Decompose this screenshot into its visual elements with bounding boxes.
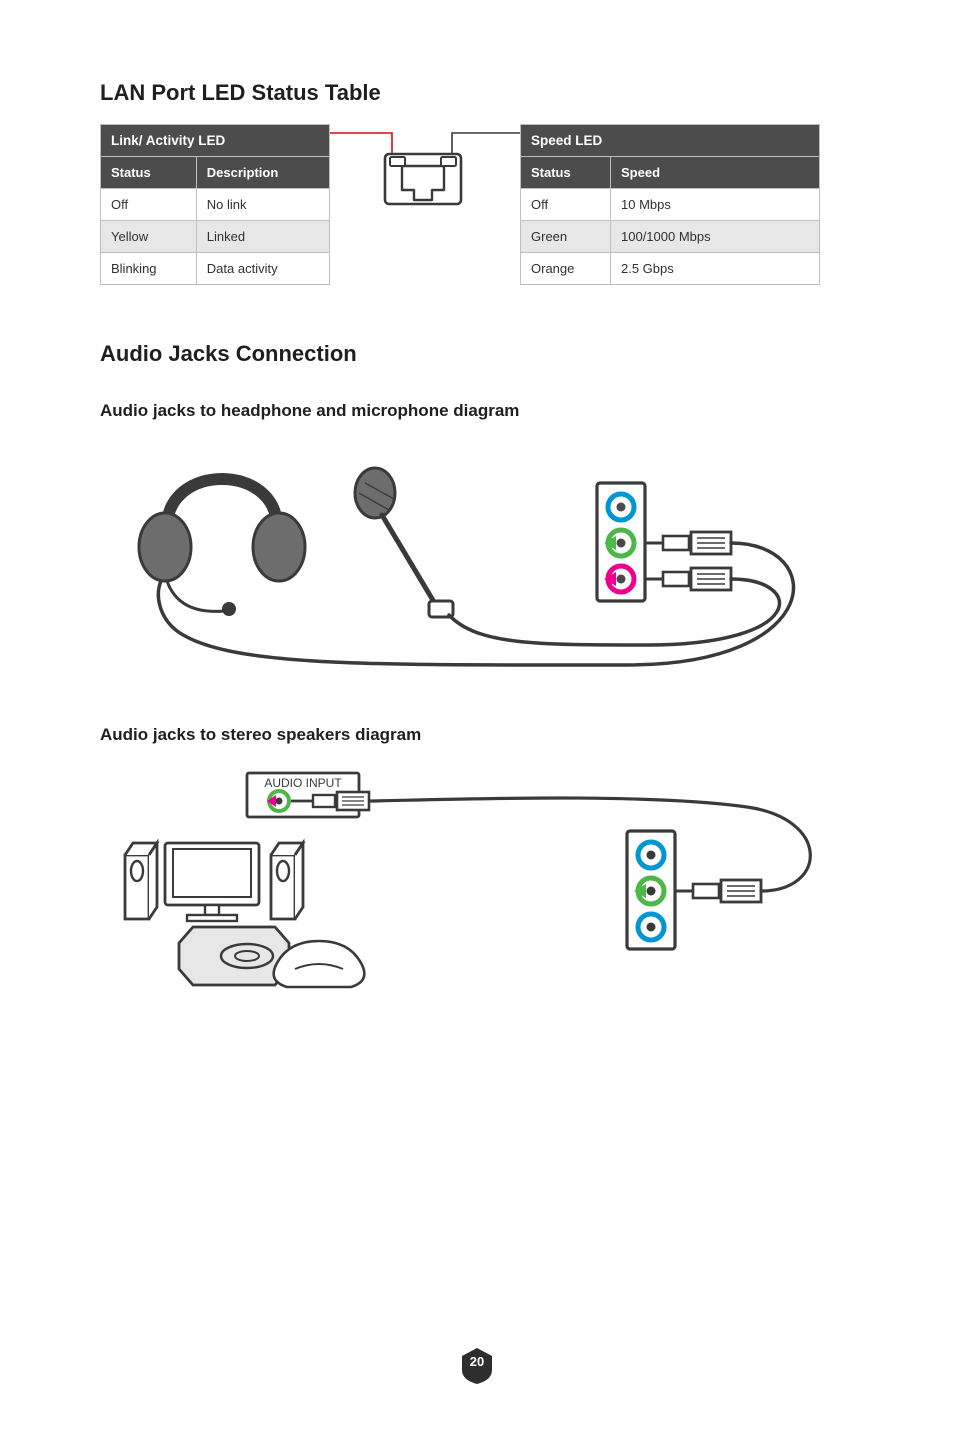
jack-panel-right bbox=[627, 831, 675, 949]
link-col-status: Status bbox=[101, 157, 197, 189]
headset-icon bbox=[139, 479, 305, 616]
rj45-port-diagram bbox=[330, 124, 520, 244]
link-col-desc: Description bbox=[196, 157, 329, 189]
diagram2-title: Audio jacks to stereo speakers diagram bbox=[100, 725, 854, 745]
speed-col-status: Status bbox=[521, 157, 611, 189]
audio-input-label: AUDIO INPUT bbox=[264, 776, 342, 790]
speed-led-table: Speed LED Status Speed Off10 MbpsGreen10… bbox=[520, 124, 820, 285]
mic-plug-icon bbox=[645, 568, 731, 590]
microphone-icon bbox=[355, 468, 453, 617]
speed-table-header: Speed LED bbox=[521, 125, 820, 157]
speaker-out-plug-icon bbox=[675, 880, 761, 902]
table-row: BlinkingData activity bbox=[101, 253, 330, 285]
subwoofer-icon bbox=[179, 927, 289, 985]
rj45-right-led bbox=[441, 157, 456, 166]
speaker-right-icon bbox=[271, 843, 303, 919]
stereo-speakers-diagram: AUDIO INPUT bbox=[100, 759, 854, 1009]
table-row: YellowLinked bbox=[101, 221, 330, 253]
link-activity-table: Link/ Activity LED Status Description Of… bbox=[100, 124, 330, 285]
speaker-cable bbox=[371, 798, 810, 891]
speed-col-speed: Speed bbox=[611, 157, 820, 189]
page-number: 20 bbox=[458, 1354, 496, 1369]
link-table-body: OffNo linkYellowLinkedBlinkingData activ… bbox=[101, 189, 330, 285]
leader-speed-led bbox=[452, 133, 520, 154]
leader-link-led bbox=[330, 133, 392, 154]
audio-jacks-title: Audio Jacks Connection bbox=[100, 341, 854, 367]
page-number-badge: 20 bbox=[458, 1346, 496, 1386]
speed-table-body: Off10 MbpsGreen100/1000 MbpsOrange2.5 Gb… bbox=[521, 189, 820, 285]
headphone-plug-icon bbox=[645, 532, 731, 554]
table-row: Off10 Mbps bbox=[521, 189, 820, 221]
table-row: Green100/1000 Mbps bbox=[521, 221, 820, 253]
speaker-left-icon bbox=[125, 843, 157, 919]
tables-row: Link/ Activity LED Status Description Of… bbox=[100, 124, 854, 285]
table-row: Orange2.5 Gbps bbox=[521, 253, 820, 285]
rj45-left-led bbox=[390, 157, 405, 166]
headphone-mic-diagram bbox=[100, 435, 854, 695]
table-row: OffNo link bbox=[101, 189, 330, 221]
link-table-header: Link/ Activity LED bbox=[101, 125, 330, 157]
lan-led-title: LAN Port LED Status Table bbox=[100, 80, 854, 106]
jack-panel bbox=[597, 483, 645, 601]
headphone-cable bbox=[158, 543, 793, 665]
diagram1-title: Audio jacks to headphone and microphone … bbox=[100, 401, 854, 421]
tv-icon bbox=[165, 843, 259, 921]
